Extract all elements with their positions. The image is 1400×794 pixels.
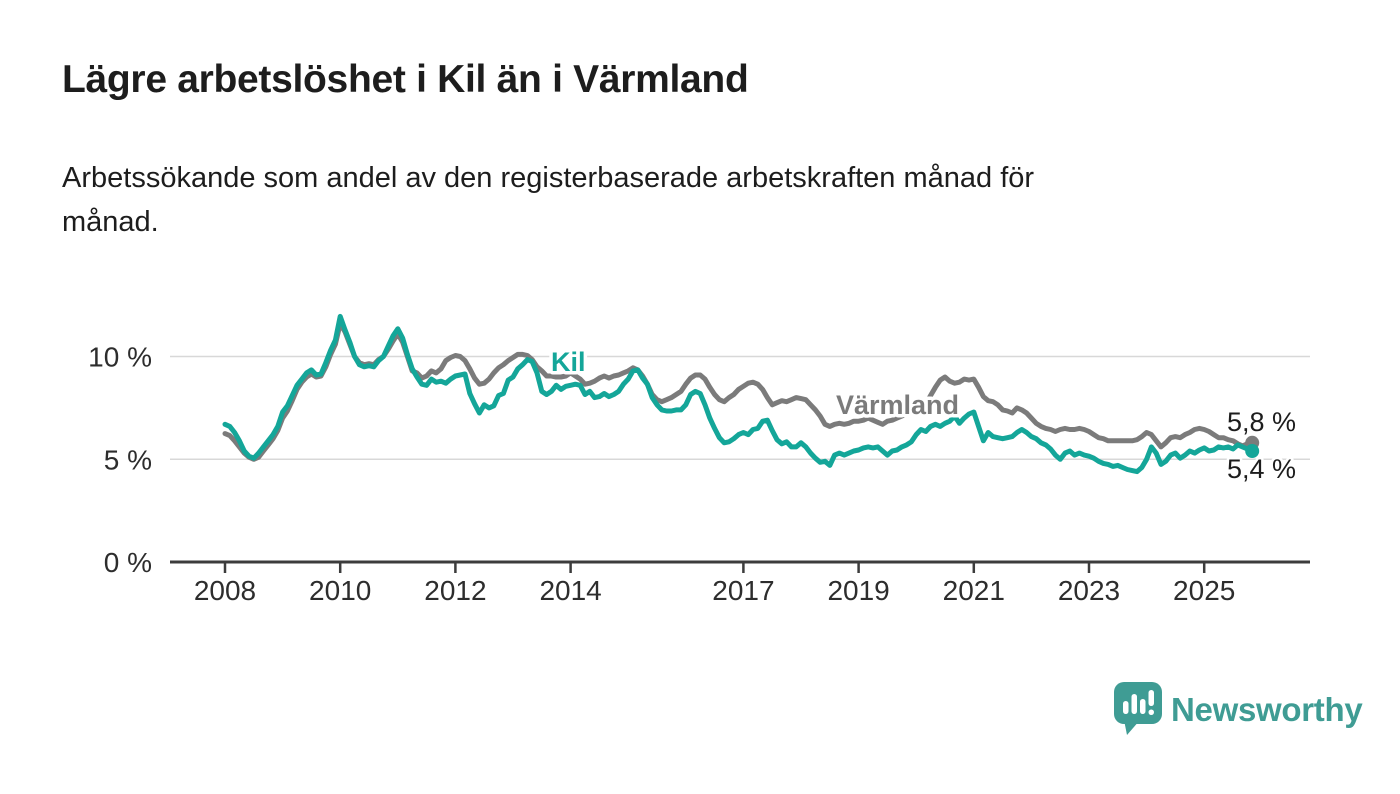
newsworthy-logo-icon — [1114, 682, 1162, 735]
kil-end-dot — [1245, 444, 1260, 459]
logo-bar-1 — [1123, 701, 1129, 714]
kil-end-value-label: 5,4 % — [1227, 454, 1296, 484]
varmland-end-value-label: 5,8 % — [1227, 407, 1296, 437]
kil-series-label: Kil — [551, 347, 586, 377]
logo-bar-2 — [1131, 694, 1137, 714]
gridlines — [170, 355, 1310, 460]
kil-line — [222, 313, 1255, 475]
x-tick-label-2014: 2014 — [539, 575, 601, 606]
y-tick-label-5: 5 % — [104, 444, 152, 475]
axis-tick-labels: 0 % 5 % 10 % 2008 2010 2012 2014 2017 2019 2021 20… — [88, 342, 1235, 607]
chart-subtitle: Arbetssökande som andel av den registerb… — [62, 162, 1035, 239]
newsworthy-wordmark: Newsworthy — [1171, 691, 1363, 728]
y-tick-label-10: 10 % — [88, 342, 152, 373]
x-tick-label-2021: 2021 — [943, 575, 1005, 606]
y-tick-label-0: 0 % — [104, 547, 152, 578]
x-tick-label-2010: 2010 — [309, 575, 371, 606]
x-tick-label-2008: 2008 — [194, 575, 256, 606]
logo-exclamation-bar — [1148, 690, 1154, 706]
x-tick-label-2023: 2023 — [1058, 575, 1120, 606]
newsworthy-branding: Newsworthy — [1114, 682, 1363, 738]
x-tick-label-2025: 2025 — [1173, 575, 1235, 606]
x-tick-label-2012: 2012 — [424, 575, 486, 606]
varmland-series-label: Värmland — [836, 390, 959, 420]
varmland-line — [222, 321, 1255, 462]
page-title: Lägre arbetslöshet i Kil än i Värmland — [62, 58, 749, 101]
series-lines — [222, 313, 1260, 475]
x-tick-label-2019: 2019 — [827, 575, 889, 606]
x-tick-label-2017: 2017 — [712, 575, 774, 606]
x-axis — [170, 560, 1310, 573]
logo-exclamation-dot — [1148, 709, 1154, 715]
logo-bar-3 — [1140, 699, 1146, 714]
